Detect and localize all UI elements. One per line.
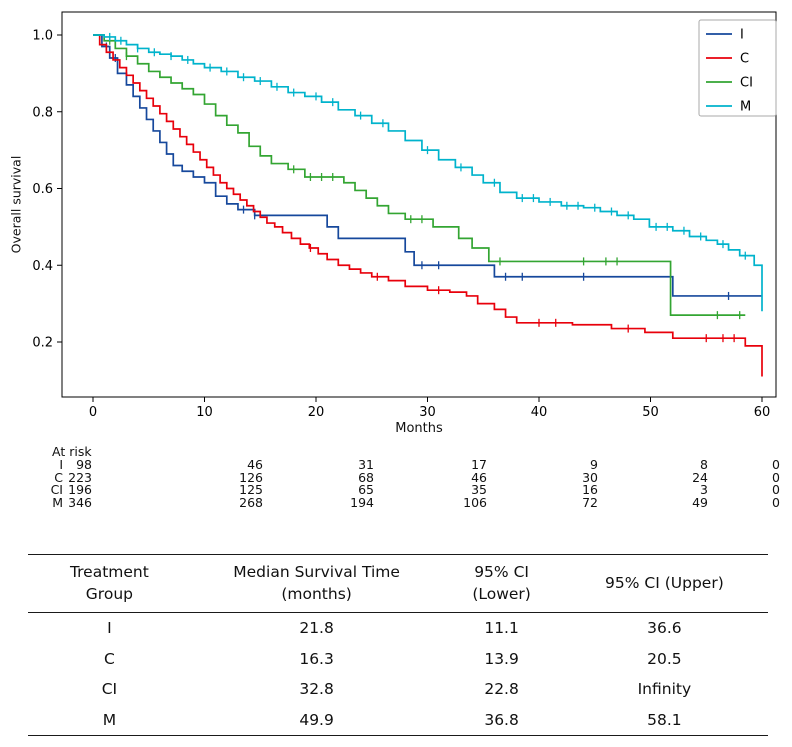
at-risk-count: 223 — [68, 469, 92, 485]
at-risk-count: 16 — [582, 482, 598, 498]
at-risk-row-CI: CI 196 125 65 35 16 3 0 — [0, 482, 792, 498]
at-risk-count: 17 — [471, 457, 487, 472]
summary-cell: C — [103, 649, 115, 668]
summary-header-cell: Median Survival Time (months) — [190, 554, 443, 613]
at-risk-count: 106 — [463, 494, 487, 510]
summary-cell: 36.6 — [647, 619, 682, 638]
summary-row: C 16.3 13.9 20.5 — [28, 643, 768, 674]
plot-border — [61, 11, 777, 398]
at-risk-row-M: M 346 268 194 106 72 49 0 — [0, 494, 792, 510]
summary-cell: 11.1 — [484, 619, 519, 638]
at-risk-count: 31 — [358, 457, 374, 472]
at-risk-row-label: CI — [50, 482, 63, 498]
at-risk-row-I: I 98 46 31 17 9 8 0 — [0, 457, 792, 472]
x-tick-label: 20 — [308, 405, 325, 420]
summary-header-cell: 95% CI (Lower) — [442, 554, 561, 613]
at-risk-row-label: I — [59, 457, 63, 472]
at-risk-count: 72 — [582, 494, 598, 510]
km-curve-C — [93, 34, 763, 377]
summary-header-line: 95% CI — [474, 563, 529, 581]
summary-header-line: Group — [85, 585, 133, 604]
at-risk-count: 346 — [68, 494, 92, 510]
at-risk-count: 0 — [772, 482, 780, 498]
at-risk-count: 46 — [247, 457, 263, 472]
at-risk-count: 65 — [358, 482, 374, 498]
summary-cell: 21.8 — [299, 619, 334, 638]
x-tick-label: 60 — [754, 405, 771, 420]
at-risk-count: 194 — [350, 494, 374, 510]
km-curve-I — [93, 34, 762, 297]
summary-cell: 58.1 — [647, 710, 682, 729]
summary-cell: CI — [101, 680, 118, 699]
y-tick-label: 0.6 — [32, 182, 53, 197]
at-risk-count: 9 — [590, 457, 598, 472]
at-risk-count: 196 — [68, 482, 92, 498]
at-risk-count: 0 — [772, 494, 780, 510]
legend-label-I: I — [740, 28, 744, 43]
summary-header-line: Median Survival Time — [233, 563, 400, 581]
summary-header-line: 95% CI (Upper) — [605, 574, 724, 593]
summary-header-line: (months) — [281, 585, 352, 604]
summary-cell: 16.3 — [299, 649, 334, 668]
at-risk-count: 68 — [358, 469, 374, 485]
summary-cell: 22.8 — [484, 680, 519, 699]
summary-header-cell: Treatment Group — [28, 554, 191, 613]
legend-label-M: M — [740, 100, 751, 115]
summary-row: M 49.9 36.8 58.1 — [28, 704, 768, 735]
summary-cell: 13.9 — [484, 649, 519, 668]
at-risk-count: 98 — [76, 457, 92, 472]
y-axis-label: Overall survival — [8, 155, 24, 254]
summary-cell: I — [107, 619, 112, 638]
at-risk-row-label: M — [52, 494, 63, 510]
at-risk-count: 3 — [700, 482, 708, 498]
at-risk-count: 268 — [239, 494, 263, 510]
at-risk-count: 35 — [471, 482, 487, 498]
summary-row: CI 32.8 22.8 Infinity — [28, 674, 768, 705]
summary-cell: 32.8 — [299, 680, 334, 699]
km-curve-CI — [93, 34, 746, 316]
at-risk-count: 8 — [700, 457, 708, 472]
summary-cell: Infinity — [637, 680, 692, 699]
x-tick-label: 40 — [531, 405, 548, 420]
km-curve-M — [93, 34, 763, 312]
at-risk-count: 49 — [692, 494, 708, 510]
y-tick-label: 1.0 — [32, 29, 53, 44]
legend-label-CI: CI — [740, 76, 753, 91]
at-risk-count: 126 — [239, 469, 263, 485]
km-plot-svg: 0 10 20 30 40 50 60 0.2 0.4 0.6 0.8 1.0 IC CI M — [32, 11, 777, 420]
at-risk-count: 0 — [772, 469, 780, 485]
at-risk-count: 0 — [772, 457, 780, 472]
at-risk-count: 125 — [239, 482, 263, 498]
summary-cell: 36.8 — [484, 710, 519, 729]
x-tick-label: 10 — [196, 405, 213, 420]
summary-cell: 20.5 — [647, 649, 682, 668]
summary-header-cell: 95% CI (Upper) — [560, 554, 768, 613]
y-tick-label: 0.8 — [32, 105, 53, 120]
summary-cell: 49.9 — [299, 710, 334, 729]
summary-header-row: Treatment Group Median Survival Time (month… — [28, 554, 768, 613]
legend-label-C: C — [740, 52, 749, 67]
y-tick-label: 0.2 — [32, 336, 53, 351]
summary-table-section: Treatment Group Median Survival Time (month… — [28, 554, 768, 736]
at-risk-row-C: C 223 126 68 46 30 24 0 — [0, 469, 792, 485]
x-axis-label: Months — [395, 421, 443, 436]
summary-row: I 21.8 11.1 36.6 — [28, 612, 768, 643]
at-risk-count: 24 — [692, 469, 708, 485]
summary-cell: M — [102, 710, 117, 729]
summary-header-line: (Lower) — [472, 585, 531, 604]
y-tick-label: 0.4 — [32, 259, 53, 274]
x-tick-label: 50 — [642, 405, 659, 420]
summary-table: Treatment Group Median Survival Time (month… — [28, 554, 768, 736]
survival-chart: 0 10 20 30 40 50 60 0.2 0.4 0.6 0.8 1.0 I C CI M Overal… — [8, 11, 777, 436]
x-tick-label: 30 — [419, 405, 436, 420]
at-risk-count: 46 — [471, 469, 487, 485]
at-risk-row-label: C — [54, 469, 63, 485]
at-risk-label: At risk — [52, 444, 92, 459]
legend-box — [698, 19, 777, 117]
x-tick-label: 0 — [89, 405, 97, 420]
at-risk-count: 30 — [582, 469, 598, 485]
summary-header-line: Treatment — [69, 563, 149, 581]
